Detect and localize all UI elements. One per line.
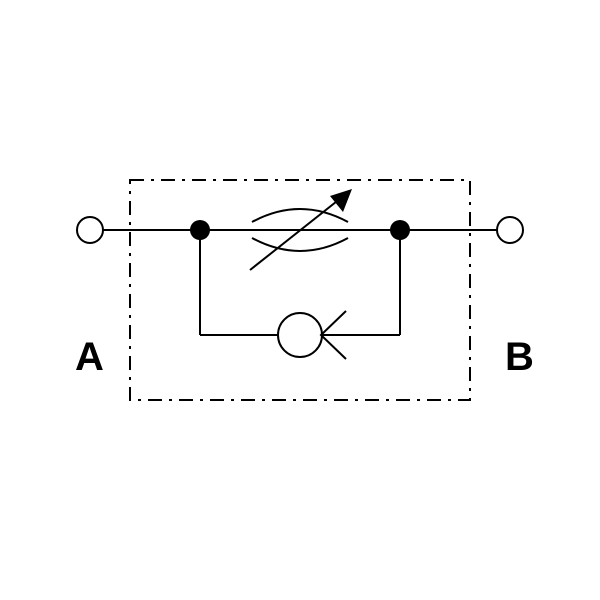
component-envelope [130,180,470,400]
throttle-adjust-arrow-head [330,189,352,212]
throttle-arc-lower [252,238,348,251]
hydraulic-diagram: A B [0,0,600,600]
port-a-label: A [75,335,104,379]
throttle-arc-upper [252,209,348,222]
check-valve-ball [278,313,322,357]
throttle-adjust-arrow-line [250,194,346,270]
port-a-circle [77,217,103,243]
port-b-circle [497,217,523,243]
port-b-label: B [505,335,534,379]
